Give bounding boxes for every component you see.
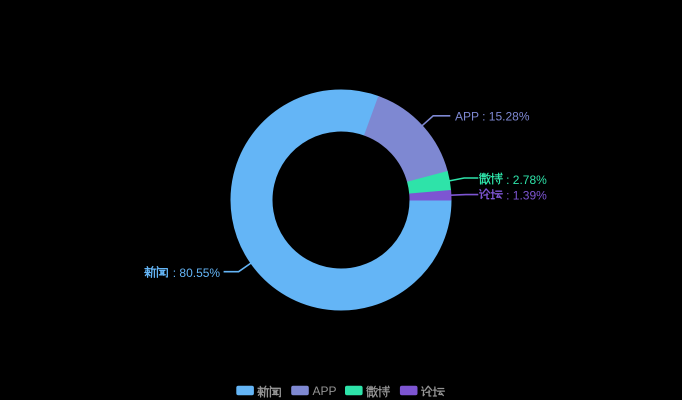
- svg-text:: 1.39%: : 1.39%: [503, 188, 547, 202]
- svg-text:APP : 15.28%: APP : 15.28%: [455, 110, 530, 124]
- svg-text:: 2.78%: : 2.78%: [503, 173, 547, 187]
- svg-text:: 80.55%: : 80.55%: [169, 266, 220, 280]
- svg-text:APP: APP: [313, 384, 337, 398]
